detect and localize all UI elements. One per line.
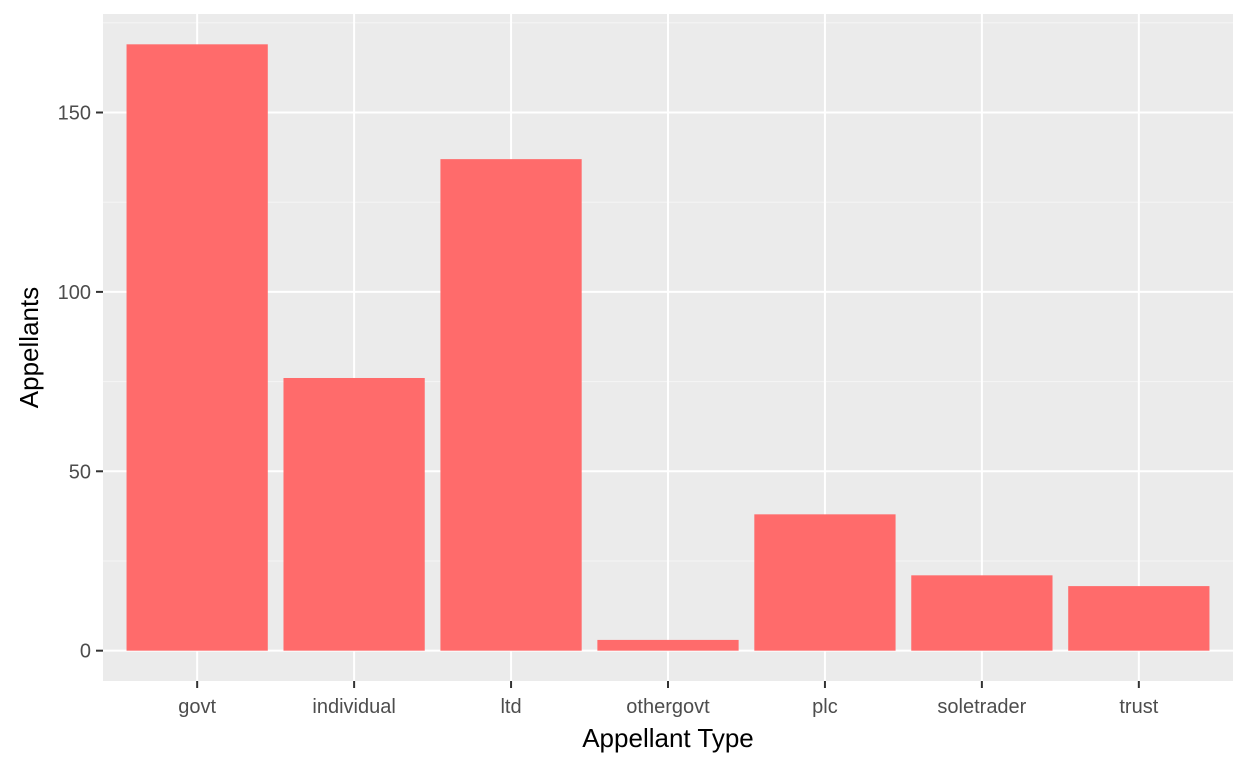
bar-ltd <box>440 159 582 651</box>
x-tick-label: trust <box>1119 696 1158 718</box>
x-tick-label: othergovt <box>626 696 710 718</box>
bar-individual <box>283 377 425 651</box>
x-axis-title: Appellant Type <box>582 723 754 753</box>
bars <box>126 44 1210 651</box>
x-tick-label: individual <box>312 696 395 718</box>
x-axis: govt individual ltd othergovt plc soletrader t… <box>178 681 1159 718</box>
y-tick-label: 100 <box>58 282 91 304</box>
x-tick-label: plc <box>812 696 838 718</box>
y-tick-label: 0 <box>80 641 91 663</box>
x-tick-label: govt <box>178 696 216 718</box>
bar-soletrader <box>911 575 1053 651</box>
bar-plc <box>754 514 896 651</box>
bar-othergovt <box>597 639 739 651</box>
bar-govt <box>126 44 268 651</box>
x-tick-label: soletrader <box>937 696 1026 718</box>
y-axis-title: Appellants <box>14 287 44 408</box>
x-tick-label: ltd <box>500 696 521 718</box>
y-tick-label: 150 <box>58 102 91 124</box>
y-axis: 0 50 100 150 <box>58 102 103 663</box>
y-tick-label: 50 <box>69 461 91 483</box>
bar-trust <box>1068 586 1210 651</box>
